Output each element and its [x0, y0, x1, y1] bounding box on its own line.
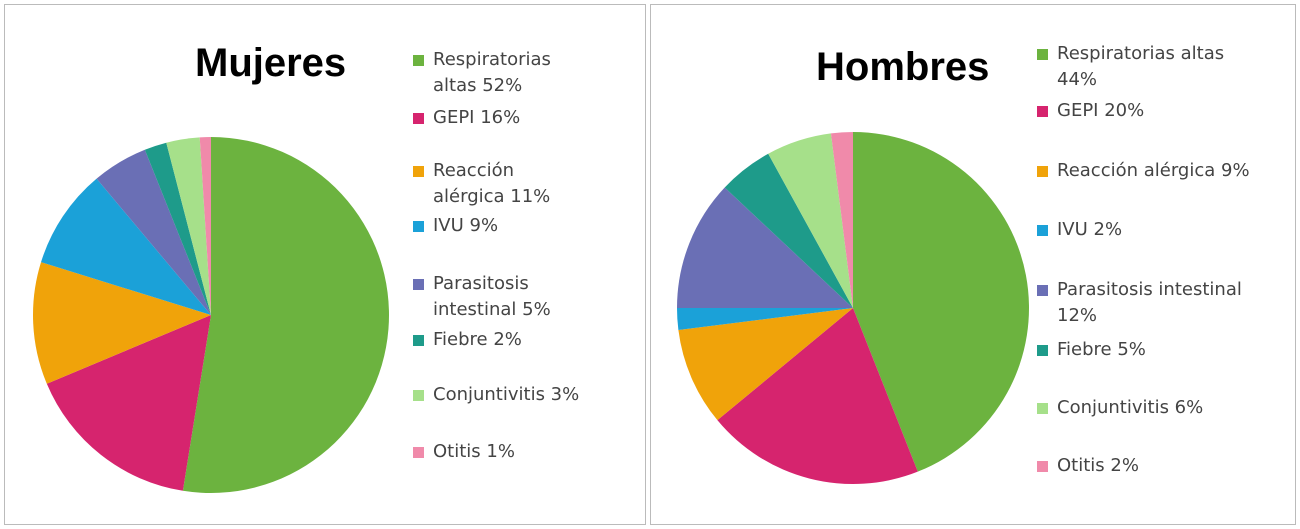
legend-swatch [413, 55, 424, 66]
legend-swatch [1037, 166, 1048, 177]
chart-title: Mujeres [195, 41, 347, 85]
legend-item: Fiebre 5% [1037, 337, 1267, 363]
pie-slice [768, 133, 853, 308]
legend-item: Otitis 2% [1037, 453, 1267, 479]
legend-swatch [1037, 461, 1048, 472]
legend-item: GEPI 16% [413, 105, 583, 131]
legend-item: Conjuntivitis 3% [413, 382, 583, 408]
legend-label: Parasitosis intestinal 12% [1057, 279, 1242, 326]
legend-label: Otitis 2% [1057, 455, 1139, 476]
legend-item: Conjuntivitis 6% [1037, 395, 1267, 421]
legend-swatch [1037, 345, 1048, 356]
pie-slice [166, 137, 211, 315]
legend-label: Fiebre 2% [433, 329, 522, 350]
legend-item: Fiebre 2% [413, 327, 583, 353]
legend-item: IVU 9% [413, 213, 583, 239]
pie-slice [144, 142, 211, 315]
legend-item: Parasitosis intestinal 5% [413, 271, 583, 323]
legend-item: Respiratorias altas 52% [413, 47, 583, 99]
pie-slice [46, 315, 211, 491]
legend-label: Fiebre 5% [1057, 339, 1146, 360]
pie-slice [677, 187, 853, 308]
pie [677, 132, 1029, 484]
legend-swatch [1037, 225, 1048, 236]
legend-item: Reacción alérgica 11% [413, 158, 583, 210]
pie-slice [830, 132, 853, 308]
legend-swatch [413, 279, 424, 290]
legend-label: Parasitosis intestinal 5% [433, 273, 551, 320]
legend-label: GEPI 16% [433, 107, 521, 128]
chart-panel: Mujeres Respiratorias altas 52% GEPI 16% R… [4, 4, 646, 525]
legend-swatch [413, 390, 424, 401]
legend-label: Reacción alérgica 9% [1057, 160, 1250, 181]
pie [32, 137, 389, 494]
pie-slice [182, 137, 389, 494]
legend-item: Respiratorias altas 44% [1037, 41, 1267, 93]
legend-label: Conjuntivitis 3% [433, 384, 580, 405]
legend-swatch [413, 335, 424, 346]
legend-label: IVU 2% [1057, 219, 1123, 240]
legend-label: IVU 9% [433, 215, 499, 236]
chart-title: Hombres [816, 45, 990, 89]
legend-label: Respiratorias altas 44% [1057, 43, 1225, 90]
legend-swatch [413, 447, 424, 458]
legend-swatch [1037, 285, 1048, 296]
legend-swatch [1037, 403, 1048, 414]
legend-swatch [413, 113, 424, 124]
legend-label: Otitis 1% [433, 441, 515, 462]
chart-panel: Hombres Respiratorias altas 44% GEPI 20% R… [650, 4, 1296, 525]
legend-item: GEPI 20% [1037, 98, 1267, 124]
legend-item: IVU 2% [1037, 217, 1267, 243]
legend-item: Otitis 1% [413, 439, 583, 465]
pie-slice [32, 262, 211, 384]
legend-swatch [1037, 106, 1048, 117]
pie-slice [199, 137, 211, 315]
pie-slice [41, 178, 211, 315]
legend-label: GEPI 20% [1057, 100, 1145, 121]
legend-label: Respiratorias altas 52% [433, 49, 551, 96]
legend-item: Parasitosis intestinal 12% [1037, 277, 1267, 329]
legend-item: Reacción alérgica 9% [1037, 158, 1267, 184]
pie-slice [717, 308, 918, 484]
legend-swatch [1037, 49, 1048, 60]
pie-slice [96, 149, 211, 315]
legend-label: Conjuntivitis 6% [1057, 397, 1204, 418]
legend-swatch [413, 166, 424, 177]
pie-slice [724, 153, 853, 308]
legend-label: Reacción alérgica 11% [433, 160, 551, 207]
legend-swatch [413, 221, 424, 232]
pie-slice [677, 308, 853, 331]
pie-slice [853, 132, 1029, 472]
pie-slice [678, 308, 853, 421]
